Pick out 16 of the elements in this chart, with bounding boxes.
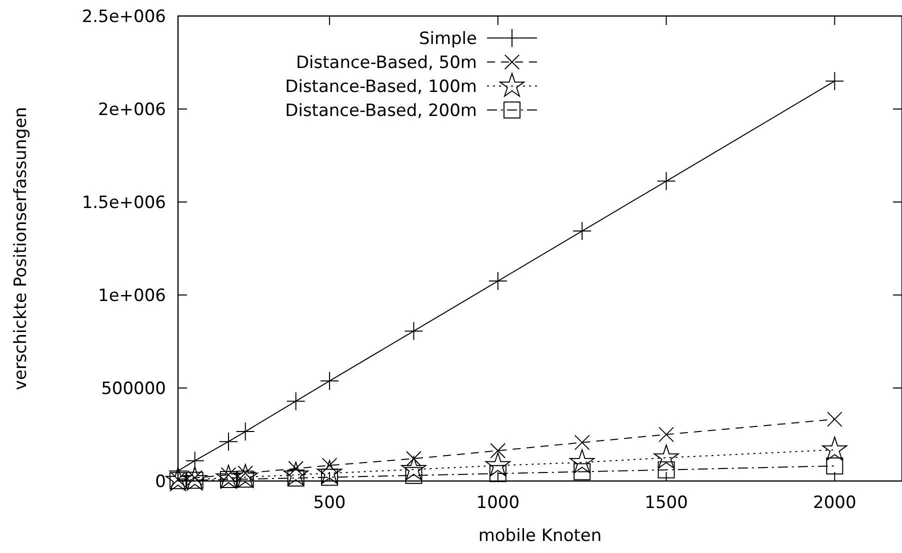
x-axis-title: mobile Knoten — [478, 526, 602, 546]
legend-label: Distance-Based, 50m — [296, 53, 477, 73]
legend-label: Distance-Based, 200m — [285, 101, 477, 121]
legend-label: Simple — [418, 29, 477, 49]
y-tick-label: 1e+006 — [98, 286, 166, 306]
x-tick-label: 2000 — [813, 493, 856, 513]
y-tick-label: 1.5e+006 — [82, 193, 166, 213]
x-tick-label: 1000 — [476, 493, 520, 513]
x-tick-label: 500 — [313, 493, 346, 513]
y-tick-label: 2e+006 — [98, 100, 166, 120]
y-tick-label: 0 — [155, 472, 166, 492]
x-tick-label: 1500 — [644, 493, 688, 513]
y-axis-title: verschickte Positionserfassungen — [11, 106, 31, 390]
y-tick-label: 2.5e+006 — [82, 7, 166, 27]
legend-label: Distance-Based, 100m — [285, 77, 477, 97]
y-tick-label: 500000 — [101, 379, 166, 399]
